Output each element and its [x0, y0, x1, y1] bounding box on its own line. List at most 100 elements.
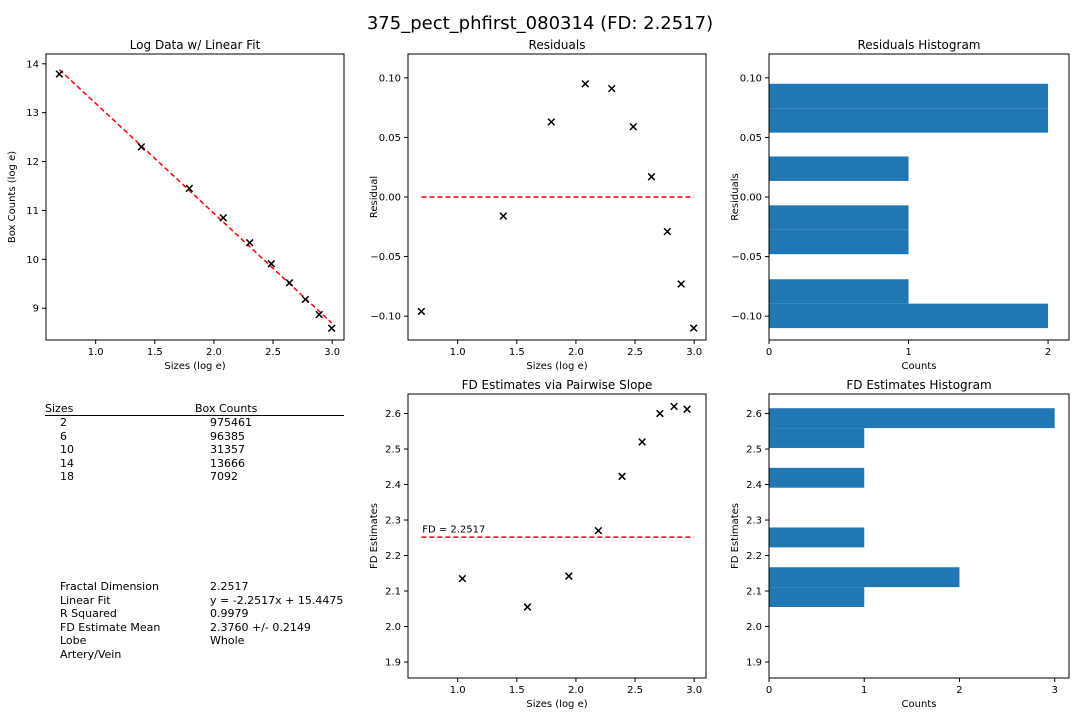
sizes-header: Sizes: [45, 402, 74, 415]
table-row: 6 96385: [60, 430, 344, 444]
stats-row-lobe: Lobe Whole: [60, 634, 360, 648]
x-tick-label: 2.0: [568, 685, 584, 696]
y-tick-label: 1.9: [746, 658, 762, 669]
histogram-bar: [769, 279, 909, 304]
histogram-bar: [769, 156, 909, 181]
y-tick-label: 2.5: [746, 445, 762, 456]
y-tick-label: 0.05: [379, 133, 401, 144]
x-tick-label: 1.0: [88, 347, 104, 358]
histogram-bar: [769, 467, 865, 488]
plot-frame: [768, 393, 1070, 679]
x-axis-label: Sizes (log e): [526, 699, 587, 710]
x-axis-label: Sizes (log e): [164, 361, 225, 372]
stat-label: FD Estimate Mean: [60, 620, 161, 634]
histogram-bar: [769, 303, 1049, 329]
data-point: [219, 213, 228, 222]
data-point: [564, 572, 573, 580]
data-point: [267, 259, 276, 268]
histogram-bar: [769, 428, 865, 448]
stat-value: 2.2517: [210, 580, 249, 593]
y-tick-label: 12: [26, 157, 39, 168]
data-point: [618, 472, 626, 481]
data-point: [670, 402, 678, 411]
stats-row-artery-vein: Artery/Vein: [60, 648, 360, 662]
x-tick-label: 1: [861, 685, 867, 696]
y-tick-label: 10: [26, 255, 39, 266]
table-row: 14 13666: [60, 457, 344, 471]
histogram-bar: [769, 83, 1049, 109]
y-tick-label: 9: [33, 304, 39, 315]
table-row: 10 31357: [60, 443, 344, 457]
y-axis-label: FD Estimates: [369, 503, 380, 569]
chart-title: Residuals: [529, 38, 586, 52]
box-count-cell: 7092: [210, 470, 238, 484]
chart-title: Log Data w/ Linear Fit: [130, 38, 261, 52]
x-tick-label: 1.5: [147, 347, 163, 358]
x-tick-label: 2.5: [627, 685, 643, 696]
x-tick-label: 1.5: [509, 347, 525, 358]
data-point: [638, 438, 646, 446]
figure-title: 375_pect_phfirst_080314 (FD: 2.2517): [367, 13, 713, 34]
data-point: [185, 184, 194, 193]
x-tick-label: 1: [905, 347, 911, 358]
stat-value: 2.3760 +/- 0.2149: [210, 620, 311, 634]
y-tick-label: −0.10: [731, 312, 762, 323]
data-point: [315, 310, 323, 319]
x-tick-label: 1.0: [450, 685, 466, 696]
y-tick-label: 2.3: [746, 516, 762, 527]
x-tick-label: 2.0: [568, 347, 584, 358]
y-axis-label: Residuals: [730, 173, 741, 220]
data-point: [647, 172, 656, 181]
x-tick-label: 2: [1045, 347, 1051, 358]
x-tick-label: 1.5: [509, 685, 525, 696]
box-count-cell: 13666: [210, 456, 245, 470]
y-tick-label: 0.10: [379, 73, 401, 84]
fd-annotation: FD = 2.2517: [422, 524, 485, 535]
data-point: [677, 280, 685, 288]
table-row: 18 7092: [60, 470, 344, 484]
x-tick-label: 0: [766, 685, 772, 696]
y-tick-label: −0.05: [731, 252, 762, 263]
chart-fd_hist: FD Estimates Histogram Counts FD Estimates…: [730, 378, 1070, 710]
x-tick-label: 1.0: [450, 347, 466, 358]
x-axis-label: Counts: [902, 361, 937, 372]
size-cell: 2: [60, 416, 67, 429]
size-cell: 14: [60, 456, 74, 470]
y-axis-label: Residual: [369, 176, 380, 218]
x-tick-label: 3: [1052, 685, 1058, 696]
y-tick-label: 2.1: [746, 587, 762, 598]
stat-label: Linear Fit: [60, 593, 111, 607]
data-point: [547, 118, 556, 126]
box-count-cell: 975461: [210, 416, 252, 429]
chart-residuals_hist: Residuals Histogram Counts Residuals 0 1 2 −0.…: [730, 38, 1070, 372]
stat-value: Whole: [210, 634, 245, 648]
histogram-bar: [769, 527, 865, 548]
data-point: [458, 574, 467, 583]
data-point: [301, 295, 310, 304]
stat-value: y = -2.2517x + 15.4475: [210, 593, 344, 607]
data-point: [607, 84, 616, 93]
data-point: [689, 324, 698, 332]
chart-title: Residuals Histogram: [858, 38, 981, 52]
y-tick-label: 2.5: [385, 445, 401, 456]
y-tick-label: 2.4: [385, 480, 401, 491]
y-tick-label: 13: [26, 108, 39, 119]
data-point: [285, 278, 294, 287]
y-tick-label: 2.0: [385, 622, 401, 633]
chart-fd_pairwise: FD Estimates via Pairwise Slope Sizes (lo…: [369, 378, 707, 710]
stats-row-r-squared: R Squared 0.9979: [60, 607, 360, 621]
box-count-cell: 96385: [210, 429, 245, 443]
x-axis-label: Counts: [902, 699, 937, 710]
y-tick-label: 0.10: [740, 73, 762, 84]
histogram-bar: [769, 567, 960, 588]
data-point: [137, 143, 146, 151]
x-tick-label: 2: [956, 685, 962, 696]
x-axis-label: Sizes (log e): [526, 361, 587, 372]
histogram-bar: [769, 229, 909, 255]
x-tick-label: 2.0: [206, 347, 222, 358]
stat-label: Artery/Vein: [60, 647, 122, 661]
y-tick-label: 2.1: [385, 587, 401, 598]
sizes-table: Sizes Box Counts 2 975461 6 96385 10 313…: [45, 402, 344, 484]
histogram-bar: [769, 408, 1055, 429]
